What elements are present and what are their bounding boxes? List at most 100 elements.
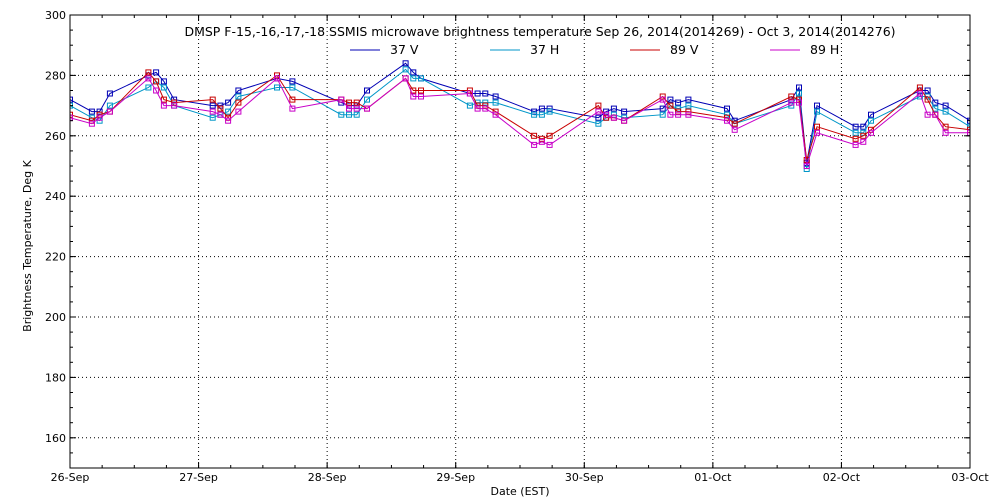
data-point <box>967 123 970 130</box>
data-point <box>289 96 296 103</box>
x-tick-label: 01-Oct <box>694 471 732 484</box>
data-point <box>942 108 949 115</box>
data-point <box>788 93 795 100</box>
data-point <box>70 114 73 121</box>
series-layer <box>70 60 970 172</box>
data-point <box>338 111 345 118</box>
data-point <box>932 105 939 112</box>
data-point <box>289 78 296 85</box>
data-point <box>106 90 113 97</box>
data-point <box>153 87 160 94</box>
y-tick-label: 180 <box>45 371 66 384</box>
data-point <box>531 111 538 118</box>
data-point <box>235 99 242 106</box>
data-point <box>667 102 674 109</box>
data-point <box>418 93 424 100</box>
legend-label: 37 V <box>390 42 419 57</box>
data-point <box>96 108 103 115</box>
data-point <box>924 87 931 94</box>
data-point <box>160 102 167 109</box>
axes: 160 180 200 220 240 260 280 300 26-Sep 27-Sep 28-S… <box>45 9 989 484</box>
data-point <box>685 96 692 103</box>
data-point <box>70 96 73 103</box>
data-point <box>482 90 489 97</box>
data-point <box>153 78 160 85</box>
data-point <box>667 96 674 103</box>
data-point <box>418 75 424 82</box>
data-point <box>338 96 345 103</box>
data-point <box>788 99 795 106</box>
data-point <box>209 96 216 103</box>
data-point <box>346 111 352 118</box>
data-point <box>171 102 178 109</box>
data-point <box>942 102 949 109</box>
x-tick-label: 29-Sep <box>436 471 475 484</box>
data-point <box>274 75 280 82</box>
data-point <box>814 123 820 130</box>
x-tick-label: 30-Sep <box>565 471 604 484</box>
data-point <box>235 108 242 115</box>
data-point <box>225 108 232 115</box>
y-tick-label: 200 <box>45 311 66 324</box>
data-point <box>410 93 417 100</box>
data-point <box>860 123 867 130</box>
data-point <box>932 99 939 106</box>
data-point <box>546 132 553 139</box>
data-point <box>595 120 602 127</box>
data-point <box>538 111 545 118</box>
data-point <box>610 114 617 121</box>
data-point <box>353 99 360 106</box>
data-point <box>538 138 545 145</box>
data-point <box>145 84 152 91</box>
y-tick-label: 300 <box>45 9 66 22</box>
data-point <box>916 90 923 97</box>
plot-frame <box>69 14 971 469</box>
data-point <box>364 87 370 94</box>
data-point <box>209 114 216 121</box>
data-point <box>466 102 473 109</box>
data-point <box>546 141 553 148</box>
series-line <box>70 62 970 164</box>
data-point <box>235 87 242 94</box>
data-point <box>675 108 682 115</box>
data-point <box>667 111 674 118</box>
series-line <box>70 68 970 170</box>
x-tick-label: 03-Oct <box>951 471 989 484</box>
y-tick-label: 280 <box>45 69 66 82</box>
data-point <box>942 123 949 130</box>
data-point <box>274 84 280 91</box>
data-point <box>466 90 473 97</box>
data-point <box>814 129 820 136</box>
data-point <box>595 102 602 109</box>
data-point <box>546 108 553 115</box>
data-point <box>675 99 682 106</box>
data-point <box>106 108 113 115</box>
data-point <box>364 96 370 103</box>
data-point <box>209 108 216 115</box>
data-point <box>225 99 232 106</box>
data-point <box>353 111 360 118</box>
x-tick-label: 02-Oct <box>823 471 861 484</box>
data-point <box>96 114 103 121</box>
data-point <box>860 132 867 139</box>
data-point <box>685 102 692 109</box>
data-point <box>235 93 242 100</box>
data-point <box>610 105 617 112</box>
y-axis-label: Brightness Temperature, Deg K <box>21 159 34 331</box>
data-point <box>731 126 738 133</box>
data-point <box>852 123 859 130</box>
x-tick-label: 26-Sep <box>51 471 90 484</box>
data-point <box>538 105 545 112</box>
legend-label: 89 H <box>810 42 839 57</box>
data-point <box>595 114 602 121</box>
data-point <box>289 84 296 91</box>
data-point <box>603 108 610 115</box>
data-point <box>145 75 152 82</box>
legend-label: 37 H <box>530 42 559 57</box>
data-point <box>353 105 360 112</box>
data-point <box>217 111 224 118</box>
data-point <box>160 78 167 85</box>
x-tick-label: 27-Sep <box>179 471 218 484</box>
data-point <box>492 111 499 118</box>
